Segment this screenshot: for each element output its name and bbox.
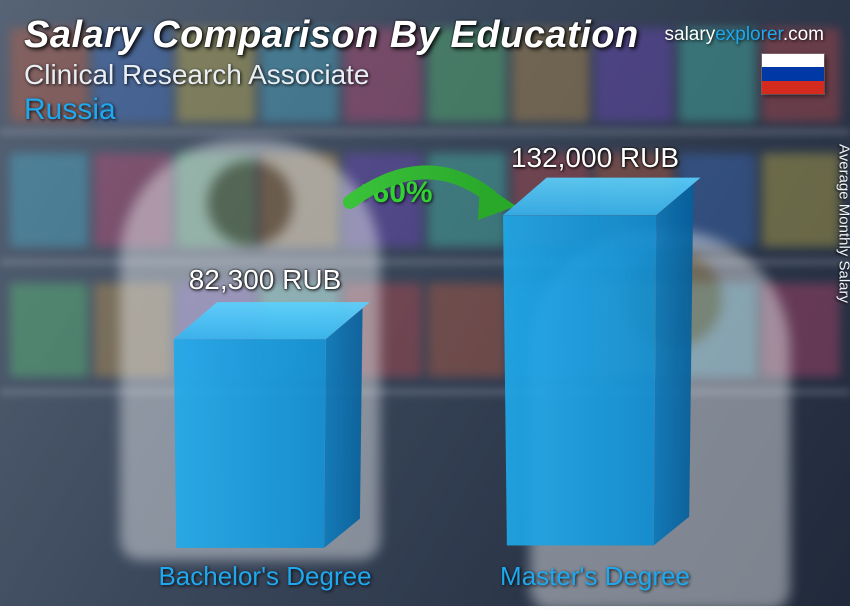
category-label: Bachelor's Degree [135, 561, 395, 592]
flag-stripe [762, 67, 824, 80]
flag-stripe [762, 81, 824, 94]
brand-mid: explorer [715, 24, 783, 45]
value-label: 82,300 RUB [135, 264, 395, 296]
bg-decor [0, 130, 850, 134]
bar-bachelor: 82,300 RUB [175, 340, 355, 550]
infographic-stage: Salary Comparison By Education Clinical … [0, 0, 850, 606]
flag-stripe [762, 54, 824, 67]
brand-pre: salary [665, 24, 716, 45]
value-label: 132,000 RUB [465, 142, 725, 174]
brand-label: salaryexplorer.com [665, 24, 824, 46]
category-label: Master's Degree [465, 561, 725, 592]
bar-master: 132,000 RUB [505, 218, 685, 550]
chart-country: Russia [24, 93, 826, 127]
chart-subtitle: Clinical Research Associate [24, 59, 826, 91]
flag-russia-icon [762, 54, 824, 94]
brand-suf: .com [783, 24, 824, 45]
bar-chart: +60% 82,300 RUB 132,000 RUB [0, 160, 850, 606]
